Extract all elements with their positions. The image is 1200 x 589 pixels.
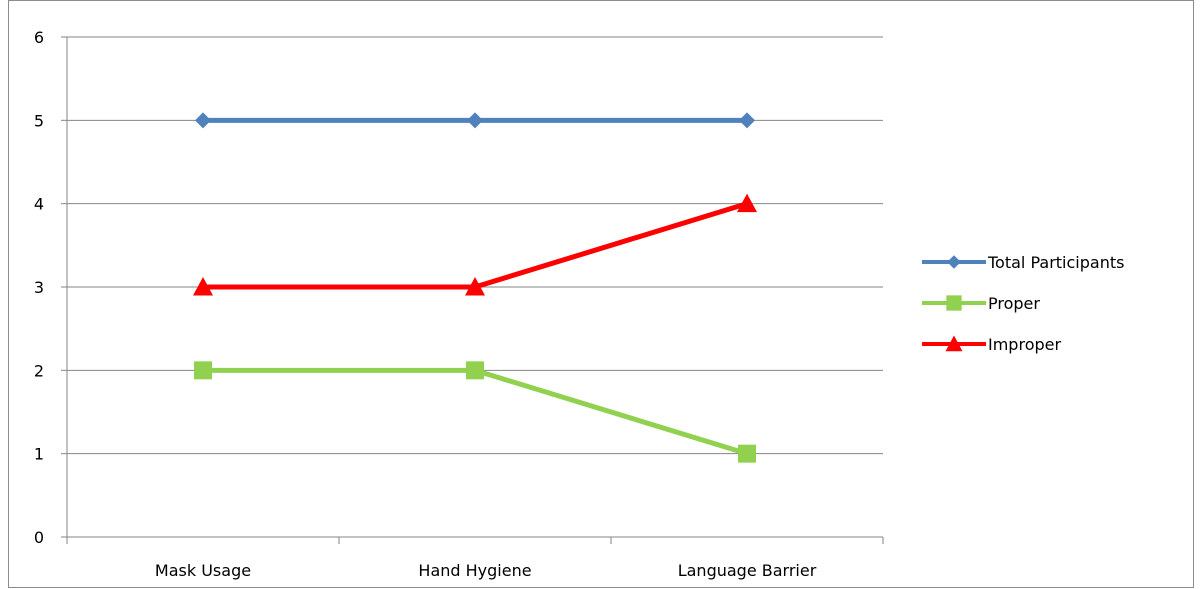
y-tick-label: 3 <box>34 278 44 297</box>
triangle-marker <box>945 335 963 352</box>
triangle-marker <box>737 193 757 213</box>
series-line <box>200 201 750 290</box>
x-tick-label: Language Barrier <box>678 561 817 580</box>
series-proper <box>194 361 756 463</box>
x-tick-label: Hand Hygiene <box>418 561 531 580</box>
legend-entry: Total Participants <box>922 253 1124 272</box>
diamond-marker <box>947 255 961 269</box>
x-tick-label: Mask Usage <box>155 561 251 580</box>
legend-label: Improper <box>988 335 1061 354</box>
series-line <box>200 367 750 457</box>
series-improper <box>193 193 757 296</box>
square-marker <box>946 295 962 311</box>
legend-entry: Proper <box>922 294 1040 313</box>
y-tick-label: 2 <box>34 361 44 380</box>
y-tick-label: 6 <box>34 28 44 47</box>
square-marker <box>738 444 756 463</box>
y-tick-label: 4 <box>34 195 44 214</box>
y-tick-label: 1 <box>34 445 44 464</box>
y-tick-label: 0 <box>34 528 44 547</box>
x-tick-labels: Mask Usage Hand Hygiene Language Barrier <box>155 561 817 580</box>
square-marker <box>466 361 484 380</box>
triangle-marker <box>465 277 485 296</box>
diamond-marker <box>467 112 483 129</box>
triangle-marker <box>193 277 213 296</box>
square-marker <box>194 361 212 380</box>
legend: Total Participants Proper Improper <box>922 253 1124 354</box>
series <box>193 112 757 463</box>
diamond-marker <box>195 112 211 129</box>
series-total-participants <box>195 112 755 129</box>
axes <box>66 37 883 538</box>
legend-label: Proper <box>988 294 1040 313</box>
legend-entry: Improper <box>922 335 1061 354</box>
diamond-marker <box>739 112 755 129</box>
y-tick-labels: 0 1 2 3 4 5 6 <box>34 28 44 547</box>
legend-label: Total Participants <box>987 253 1124 272</box>
y-tick-label: 5 <box>34 111 44 130</box>
